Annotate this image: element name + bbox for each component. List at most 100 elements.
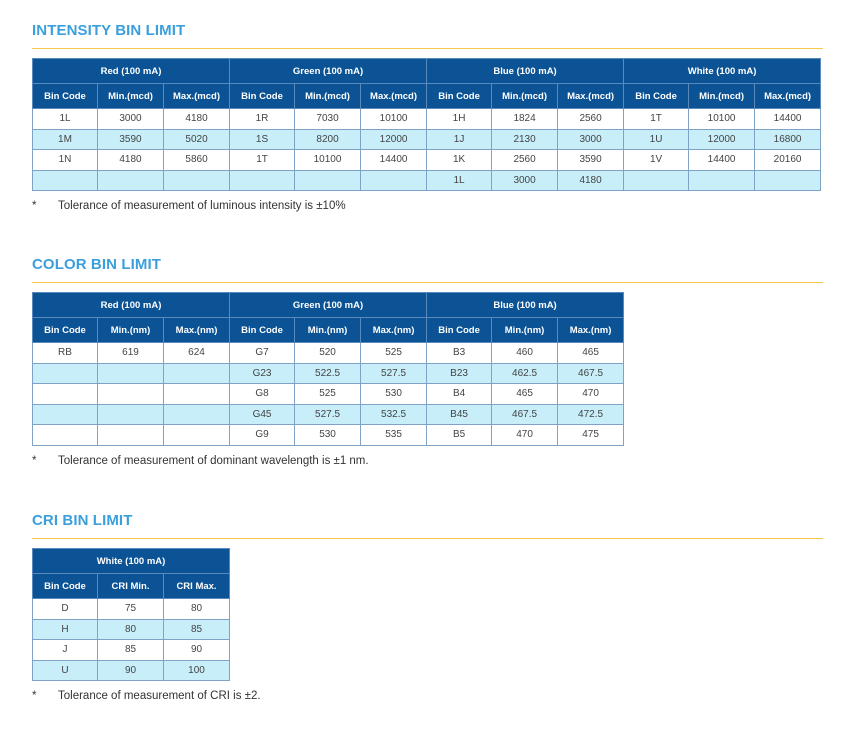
table-cell: 14400: [688, 149, 756, 171]
table-cell: 460: [491, 342, 559, 364]
table-cell: 12000: [360, 128, 428, 150]
table-cell: [162, 383, 231, 405]
table-cell: [229, 169, 296, 191]
column-header: Bin Code: [32, 83, 98, 109]
section-divider: [32, 48, 823, 49]
table-cell: [360, 169, 428, 191]
table-cell: 5020: [162, 128, 231, 150]
group-header: Blue (100 mA): [426, 292, 625, 318]
table-cell: [32, 362, 98, 384]
table-cell: 10100: [360, 108, 428, 130]
table-cell: 465: [491, 383, 559, 405]
table-cell: 4180: [162, 108, 231, 130]
table-cell: 85: [97, 639, 164, 661]
table-cell: [32, 383, 98, 405]
table-cell: 100: [162, 659, 231, 681]
table-cell: [97, 169, 164, 191]
table-cell: B4: [426, 383, 493, 405]
note-text: Tolerance of measurement of luminous int…: [58, 200, 346, 212]
table-cell: 475: [557, 424, 625, 446]
column-header: Bin Code: [229, 317, 296, 343]
table-row: G45 527.5 532.5 B45 467.5 472.5: [32, 403, 625, 425]
table-cell: 1S: [229, 128, 296, 150]
table-cell: [754, 169, 822, 191]
table-cell: 2560: [557, 108, 625, 130]
column-header: CRI Max.: [162, 573, 231, 599]
column-header: Max.(nm): [360, 317, 428, 343]
column-header: Bin Code: [32, 573, 98, 599]
table-row: 1N 4180 5860 1T 10100 14400 1K 2560 3590 1V 14400 2…: [32, 149, 822, 171]
table-cell: 12000: [688, 128, 756, 150]
group-header: Green (100 mA): [229, 292, 428, 318]
table-cell: B45: [426, 403, 493, 425]
table-cell: G9: [229, 424, 296, 446]
section-divider: [32, 538, 823, 539]
table-cell: [294, 169, 362, 191]
table-cell: 2560: [491, 149, 559, 171]
table-cell: 4180: [557, 169, 625, 191]
group-header: White (100 mA): [31, 548, 231, 574]
table-cell: 1U: [623, 128, 690, 150]
table-cell: 4180: [97, 149, 164, 171]
table-cell: 520: [294, 342, 362, 364]
table-cell: [97, 362, 164, 384]
table-cell: 1K: [426, 149, 493, 171]
table-cell: J: [32, 639, 98, 661]
group-header-row: White (100 mA): [31, 548, 231, 574]
table-cell: 1T: [623, 108, 690, 130]
table-cell: 470: [557, 383, 625, 405]
table-cell: 10100: [294, 149, 362, 171]
table-cell: G8: [229, 383, 296, 405]
table-cell: B3: [426, 342, 493, 364]
tolerance-note: * Tolerance of measurement of dominant wa…: [32, 455, 823, 467]
table-cell: 527.5: [360, 362, 428, 384]
table-cell: 3000: [557, 128, 625, 150]
table-row: J 85 90: [32, 639, 231, 661]
table-cell: 2130: [491, 128, 559, 150]
table-cell: 530: [294, 424, 362, 446]
column-header: Bin Code: [229, 83, 296, 109]
table-cell: 85: [162, 618, 231, 640]
section-title: CRI BIN LIMIT: [32, 512, 133, 529]
section-title: COLOR BIN LIMIT: [32, 256, 161, 273]
table-cell: [32, 403, 98, 425]
table-cell: G23: [229, 362, 296, 384]
note-marker: *: [32, 454, 37, 467]
column-header-row: Bin Code Min.(nm) Max.(nm) Bin Code Min.(nm)…: [32, 317, 625, 343]
table-cell: 1M: [32, 128, 98, 150]
table-cell: 532.5: [360, 403, 428, 425]
table-row: 1M 3590 5020 1S 8200 12000 1J 2130 3000 1U 12000 16…: [32, 128, 822, 150]
table-cell: 467.5: [491, 403, 559, 425]
section-divider: [32, 282, 823, 283]
column-header: Min.(nm): [294, 317, 362, 343]
table-cell: 3000: [491, 169, 559, 191]
table-cell: 1T: [229, 149, 296, 171]
column-header: Max.(mcd): [162, 83, 231, 109]
table-row: RB 619 624 G7 520 525 B3 460 465: [32, 342, 625, 364]
table-cell: 465: [557, 342, 625, 364]
table-cell: B5: [426, 424, 493, 446]
table-cell: 470: [491, 424, 559, 446]
table-cell: 624: [162, 342, 231, 364]
column-header: Min.(nm): [491, 317, 559, 343]
intensity-table: Red (100 mA) Green (100 mA) Blue (100 mA) W…: [31, 58, 822, 191]
color-table: Red (100 mA) Green (100 mA) Blue (100 mA) B…: [31, 292, 625, 446]
column-header-row: Bin Code CRI Min. CRI Max.: [32, 573, 231, 599]
table-cell: 1V: [623, 149, 690, 171]
column-header: Min.(mcd): [97, 83, 164, 109]
table-cell: 5860: [162, 149, 231, 171]
column-header: Max.(mcd): [557, 83, 625, 109]
table-cell: [32, 424, 98, 446]
group-header-row: Red (100 mA) Green (100 mA) Blue (100 mA) W…: [31, 58, 822, 84]
table-cell: 525: [360, 342, 428, 364]
group-header: White (100 mA): [623, 58, 822, 84]
table-cell: [162, 424, 231, 446]
table-cell: 462.5: [491, 362, 559, 384]
table-row: U 90 100: [32, 659, 231, 681]
table-cell: 530: [360, 383, 428, 405]
table-row: G9 530 535 B5 470 475: [32, 424, 625, 446]
column-header: Bin Code: [426, 83, 493, 109]
table-cell: 90: [162, 639, 231, 661]
group-header-row: Red (100 mA) Green (100 mA) Blue (100 mA): [31, 292, 625, 318]
table-cell: 472.5: [557, 403, 625, 425]
